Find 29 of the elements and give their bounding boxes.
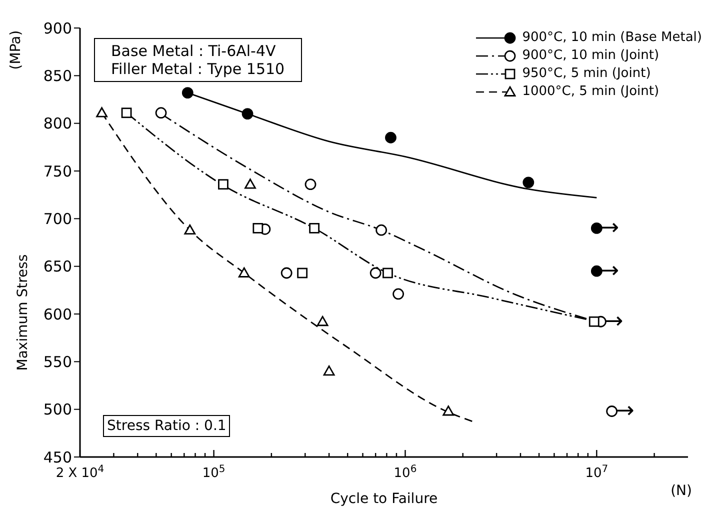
annotation: → bbox=[616, 398, 634, 424]
annotation: → bbox=[604, 309, 624, 334]
y-axis-title: Maximum Stress bbox=[14, 254, 31, 371]
annotation: → bbox=[600, 258, 620, 284]
y-tick-label: 900 bbox=[43, 19, 72, 38]
legend-label: 900°C, 10 min (Joint) bbox=[522, 48, 660, 63]
y-tick-label: 450 bbox=[43, 448, 72, 466]
legend-label: 950°C, 5 min (Joint) bbox=[522, 66, 651, 81]
annotation: Base Metal : Ti-6Al-4V bbox=[111, 42, 277, 60]
x-tick-label: 10$^{5}$ bbox=[202, 464, 226, 481]
x-axis-title: Cycle to Failure bbox=[330, 491, 438, 507]
text: (MPa) bbox=[8, 29, 24, 72]
y-tick-label: 650 bbox=[43, 258, 72, 276]
legend-label: 1000°C, 5 min (Joint) bbox=[522, 84, 660, 99]
y-tick-label: 850 bbox=[43, 66, 72, 85]
text: (N) bbox=[670, 483, 692, 499]
y-tick-label: 800 bbox=[43, 114, 72, 133]
annotation: Filler Metal : Type 1510 bbox=[111, 60, 285, 78]
y-tick-label: 750 bbox=[43, 162, 72, 180]
y-tick-label: 500 bbox=[43, 400, 72, 419]
annotation: → bbox=[600, 216, 620, 241]
y-tick-label: 550 bbox=[43, 352, 72, 371]
y-tick-label: 600 bbox=[43, 305, 72, 324]
x-tick-label: 10$^{6}$ bbox=[394, 464, 417, 481]
x-tick-label: 10$^{7}$ bbox=[585, 464, 608, 481]
y-tick-label: 700 bbox=[43, 210, 72, 228]
annotation: Stress Ratio : 0.1 bbox=[107, 417, 226, 436]
legend-label: 900°C, 10 min (Base Metal) bbox=[522, 30, 702, 45]
x-tick-label: 2 X 10$^{4}$ bbox=[56, 464, 104, 481]
